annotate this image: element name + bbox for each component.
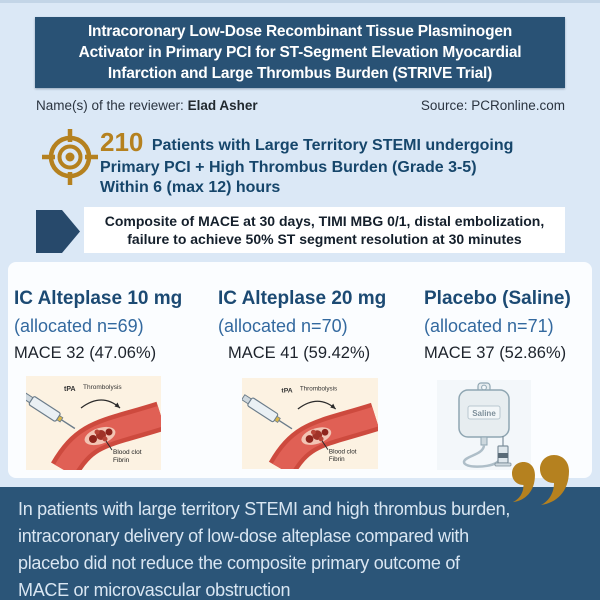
tpa-label: tPA (281, 388, 292, 395)
primary-outcome-box: Composite of MACE at 30 days, TIMI MBG 0… (84, 207, 565, 253)
arrow-right-icon (36, 210, 80, 253)
title-line-1: Intracoronary Low-Dose Recombinant Tissu… (87, 23, 513, 40)
arm-title: IC Alteplase 10 mg (14, 288, 183, 309)
saline-bag-illustration: Saline (437, 380, 531, 470)
source-label: Source: PCRonline.com (420, 98, 565, 113)
reviewer-line: Name(s) of the reviewer: Elad Asher (36, 98, 258, 113)
thrombolysis-label: Thrombolysis (300, 386, 337, 393)
thrombolysis-illustration-1: tPA Thrombolysis Blood clot Fibrin (26, 376, 161, 470)
tpa-label: tPA (64, 386, 76, 393)
patient-count: 210 (100, 127, 144, 157)
population-line-3: Within 6 (max 12) hours (100, 179, 281, 196)
thrombolysis-illustration-2: tPA Thrombolysis Blood clot Fibrin (242, 378, 378, 469)
population-description: 210 Patients with Large Territory STEMI … (100, 127, 578, 198)
outcome-line-2: failure to achieve 50% ST segment resolu… (127, 231, 522, 247)
arm-result: MACE 32 (47.06%) (14, 344, 157, 362)
arm-alteplase-10mg: IC Alteplase 10 mg (allocated n=69) MACE… (14, 288, 210, 363)
reviewer-label: Name(s) of the reviewer: (36, 98, 184, 113)
conclusion-line-2: intracoronary delivery of low-dose altep… (18, 526, 469, 546)
outcome-line-1: Composite of MACE at 30 days, TIMI MBG 0… (104, 212, 545, 229)
conclusion-text: In patients with large territory STEMI a… (18, 496, 510, 600)
fibrin-label: Fibrin (113, 457, 130, 464)
population-line-1: 210 Patients with Large Territory STEMI … (100, 127, 578, 158)
quote-icon (510, 455, 570, 507)
saline-label: Saline (472, 409, 496, 418)
page-title: Intracoronary Low-Dose Recombinant Tissu… (35, 17, 565, 88)
population-line-2: Primary PCI + High Thrombus Burden (Grad… (100, 159, 477, 176)
population-line-1-text: Patients with Large Territory STEMI unde… (151, 137, 514, 154)
arm-allocation: (allocated n=70) (218, 316, 348, 336)
conclusion-box: In patients with large territory STEMI a… (0, 487, 600, 600)
conclusion-line-3: placebo did not reduce the composite pri… (18, 553, 460, 573)
title-line-2: Activator in Primary PCI for ST-Segment … (78, 44, 522, 61)
reviewer-name: Elad Asher (187, 98, 258, 113)
arm-result: MACE 41 (59.42%) (228, 344, 371, 362)
arm-allocation: (allocated n=71) (424, 316, 554, 336)
blood-clot-label: Blood clot (329, 449, 357, 456)
arm-placebo-saline: Placebo (Saline) (allocated n=71) MACE 3… (424, 288, 594, 363)
blood-clot-label: Blood clot (113, 449, 142, 456)
arm-result: MACE 37 (52.86%) (424, 344, 567, 362)
fibrin-label: Fibrin (329, 456, 345, 463)
conclusion-line-1: In patients with large territory STEMI a… (18, 499, 511, 519)
target-icon (42, 129, 98, 185)
arm-allocation: (allocated n=69) (14, 316, 144, 336)
thrombolysis-label: Thrombolysis (83, 384, 122, 391)
arm-title: Placebo (Saline) (424, 288, 571, 309)
arm-alteplase-20mg: IC Alteplase 20 mg (allocated n=70) MACE… (218, 288, 414, 363)
top-border (0, 0, 600, 3)
arm-title: IC Alteplase 20 mg (218, 288, 387, 309)
meta-row: Name(s) of the reviewer: Elad Asher Sour… (36, 98, 565, 113)
conclusion-line-4: MACE or microvascular obstruction (18, 580, 291, 600)
title-line-3: Infarction and Large Thrombus Burden (ST… (107, 65, 493, 82)
